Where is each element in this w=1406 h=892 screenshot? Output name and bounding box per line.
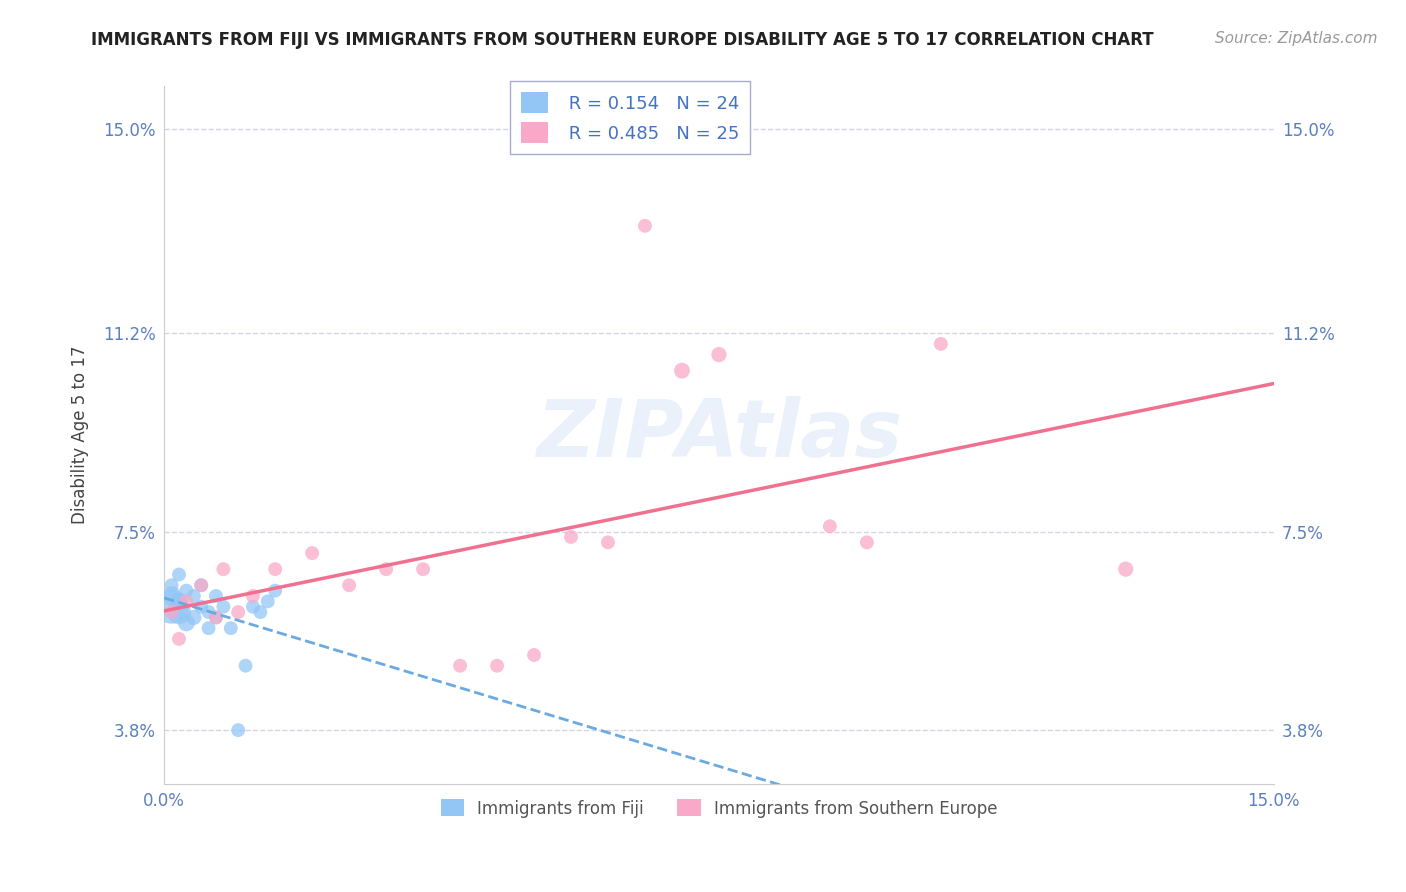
Point bbox=[160, 605, 183, 619]
Point bbox=[226, 605, 249, 619]
Text: ZIPAtlas: ZIPAtlas bbox=[536, 396, 903, 474]
Point bbox=[212, 599, 235, 614]
Legend: Immigrants from Fiji, Immigrants from Southern Europe: Immigrants from Fiji, Immigrants from So… bbox=[434, 793, 1004, 824]
Text: Source: ZipAtlas.com: Source: ZipAtlas.com bbox=[1215, 31, 1378, 46]
Point bbox=[160, 599, 183, 614]
Point bbox=[212, 562, 235, 576]
Point bbox=[560, 530, 582, 544]
Point bbox=[205, 610, 228, 624]
Point bbox=[412, 562, 434, 576]
Point bbox=[226, 723, 249, 737]
Point bbox=[856, 535, 879, 549]
Point bbox=[256, 594, 278, 608]
Point bbox=[242, 589, 264, 603]
Point bbox=[176, 615, 198, 630]
Point bbox=[190, 578, 212, 592]
Y-axis label: Disability Age 5 to 17: Disability Age 5 to 17 bbox=[72, 346, 89, 524]
Point bbox=[205, 589, 228, 603]
Point bbox=[190, 599, 212, 614]
Point bbox=[264, 562, 287, 576]
Point bbox=[235, 658, 257, 673]
Point bbox=[167, 594, 190, 608]
Point bbox=[190, 578, 212, 592]
Point bbox=[183, 610, 205, 624]
Point bbox=[1115, 562, 1137, 576]
Point bbox=[219, 621, 242, 635]
Point bbox=[929, 336, 952, 351]
Text: IMMIGRANTS FROM FIJI VS IMMIGRANTS FROM SOUTHERN EUROPE DISABILITY AGE 5 TO 17 C: IMMIGRANTS FROM FIJI VS IMMIGRANTS FROM … bbox=[91, 31, 1154, 49]
Point bbox=[160, 589, 183, 603]
Point bbox=[167, 605, 190, 619]
Point bbox=[183, 589, 205, 603]
Point bbox=[523, 648, 546, 662]
Point bbox=[301, 546, 323, 560]
Point bbox=[486, 658, 509, 673]
Point bbox=[167, 567, 190, 582]
Point bbox=[242, 599, 264, 614]
Point bbox=[167, 632, 190, 646]
Point bbox=[249, 605, 271, 619]
Point bbox=[671, 364, 693, 378]
Point bbox=[596, 535, 619, 549]
Point bbox=[634, 219, 657, 233]
Point bbox=[449, 658, 471, 673]
Point bbox=[264, 583, 287, 598]
Point bbox=[160, 578, 183, 592]
Point bbox=[176, 594, 198, 608]
Point bbox=[197, 605, 219, 619]
Point bbox=[197, 621, 219, 635]
Point bbox=[176, 583, 198, 598]
Point bbox=[375, 562, 398, 576]
Point bbox=[205, 610, 228, 624]
Point bbox=[818, 519, 841, 533]
Point bbox=[707, 348, 730, 362]
Point bbox=[337, 578, 360, 592]
